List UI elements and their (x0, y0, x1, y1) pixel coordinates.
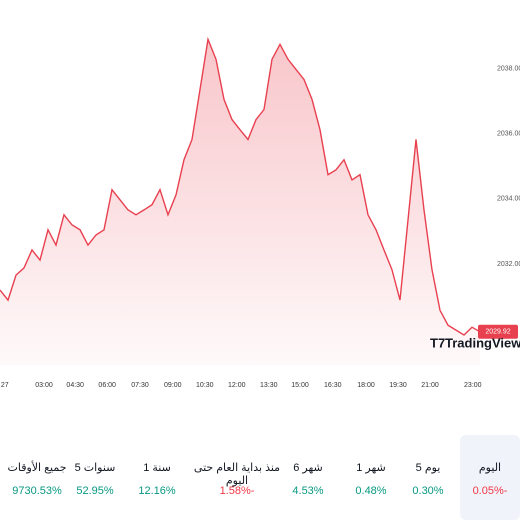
y-tick-label: 2032.00 (497, 261, 520, 268)
period-label: 1 شهر (356, 462, 386, 474)
period-tab[interactable]: 5 يوم 0.30% (398, 435, 458, 520)
period-change: 1.58%- (219, 485, 255, 497)
period-change: 4.53% (292, 485, 324, 497)
x-tick-label: 18:00 (357, 382, 375, 389)
x-tick-label: 03:00 (35, 382, 53, 389)
price-tag-label: 2029.92 (485, 329, 510, 336)
period-change: 0.05%- (472, 485, 508, 497)
x-tick-label: 10:30 (196, 382, 214, 389)
y-tick-label: 2036.00 (497, 130, 520, 137)
period-label: 5 سنوات (74, 462, 116, 474)
period-label: منذ بداية العام حتى اليوم (193, 462, 281, 487)
period-change: 9730.53% (12, 485, 62, 497)
x-tick-label: 27 (1, 382, 9, 389)
x-tick-label: 09:00 (164, 382, 182, 389)
period-tab[interactable]: 6 شهر 4.53% (278, 435, 338, 520)
period-tab[interactable]: 5 سنوات 52.95% (65, 435, 125, 520)
period-label: اليوم (478, 462, 502, 474)
period-tab[interactable]: منذ بداية العام حتى اليوم 1.58%- (194, 435, 280, 520)
x-tick-label: 12:00 (228, 382, 246, 389)
x-tick-label: 13:30 (260, 382, 278, 389)
x-tick-label: 23:00 (464, 382, 482, 389)
logo-icon: T7 (430, 335, 445, 350)
watermark: T7 TradingView (430, 335, 520, 350)
x-tick-label: 06:00 (98, 382, 116, 389)
period-tab[interactable]: 1 سنة 12.16% (127, 435, 187, 520)
area-fill (0, 39, 480, 366)
x-tick-label: 15:00 (291, 382, 309, 389)
chart: 2032.00 2034.00 2036.00 2038.00 27 03:00 04:30… (0, 36, 520, 389)
period-change: 52.95% (76, 485, 114, 497)
x-tick-label: 19:30 (389, 382, 407, 389)
period-tab[interactable]: اليوم 0.05%- (460, 435, 520, 520)
x-tick-label: 04:30 (66, 382, 84, 389)
period-change: 12.16% (138, 485, 176, 497)
x-tick-label: 16:30 (324, 382, 342, 389)
y-tick-label: 2038.00 (497, 65, 520, 72)
price-tag (478, 324, 518, 339)
y-tick-label: 2034.00 (497, 196, 520, 203)
period-tab[interactable]: 1 شهر 0.48% (341, 435, 401, 520)
period-label: 5 يوم (415, 462, 441, 474)
x-tick-label: 07:30 (131, 382, 149, 389)
period-change: 0.48% (355, 485, 387, 497)
watermark-text: TradingView (445, 335, 520, 350)
x-tick-label: 21:00 (421, 382, 439, 389)
period-label: 6 شهر (293, 462, 323, 474)
period-change: 0.30% (412, 485, 444, 497)
period-label: 1 سنة (143, 462, 171, 474)
price-line (0, 36, 481, 336)
period-tab[interactable]: جميع الأوقات 9730.53% (7, 435, 67, 520)
period-label: جميع الأوقات (7, 462, 67, 474)
